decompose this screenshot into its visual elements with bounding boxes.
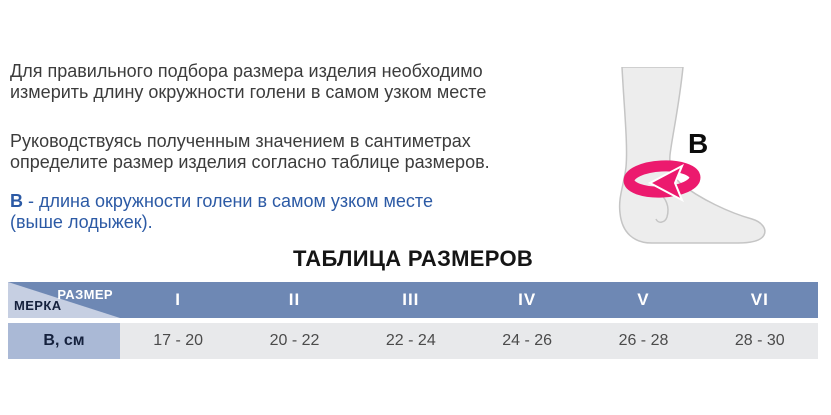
size-table-header-row: РАЗМЕР МЕРКА I II III IV V VI bbox=[8, 282, 818, 318]
measure-band bbox=[623, 160, 701, 198]
ankle-bone-line bbox=[655, 192, 669, 223]
size-column-header: III bbox=[402, 290, 420, 309]
size-table-title: ТАБЛИЦА РАЗМЕРОВ bbox=[292, 246, 534, 271]
size-value-cell: 22 - 24 bbox=[352, 323, 469, 359]
intro-line-1: Для правильного подбора размера изделия … bbox=[10, 61, 483, 81]
row-label-cell: В, см bbox=[8, 323, 120, 359]
measure-note-line-1: - длина окружности голени в самом узком … bbox=[23, 191, 433, 211]
size-column-header: II bbox=[288, 290, 301, 309]
size-column-header: VI bbox=[750, 290, 769, 309]
corner-label-size: РАЗМЕР bbox=[57, 287, 113, 302]
size-value-cell: 26 - 28 bbox=[585, 323, 702, 359]
size-column-header: I bbox=[175, 290, 182, 309]
size-column-header: V bbox=[637, 290, 650, 309]
measure-note-line-2: (выше лодыжек). bbox=[10, 212, 153, 232]
size-column-header: IV bbox=[518, 290, 537, 309]
size-value-cell: 20 - 22 bbox=[236, 323, 353, 359]
measure-note: В - длина окружности голени в самом узко… bbox=[10, 191, 433, 233]
size-table-data-row: В, см 17 - 20 20 - 22 22 - 24 24 - 26 26… bbox=[8, 323, 818, 359]
measure-arrow-icon bbox=[647, 163, 684, 203]
b-label: B bbox=[688, 128, 708, 159]
size-table-corner-cell: РАЗМЕР МЕРКА bbox=[8, 282, 120, 318]
guide-line-1: Руководствуясь полученным значением в са… bbox=[10, 131, 471, 151]
ankle-measurement-diagram: B bbox=[600, 67, 795, 247]
ankle-diagram-svg: B bbox=[618, 67, 766, 244]
measure-letter: В bbox=[10, 191, 23, 211]
size-table: РАЗМЕР МЕРКА I II III IV V VI В, см 17 -… bbox=[8, 282, 818, 359]
size-value-cell: 24 - 26 bbox=[468, 323, 586, 359]
size-value-cell: 28 - 30 bbox=[701, 323, 818, 359]
corner-label-measure: МЕРКА bbox=[14, 298, 62, 313]
guide-line-2: определите размер изделия согласно табли… bbox=[10, 152, 490, 172]
intro-paragraph: Для правильного подбора размера изделия … bbox=[10, 61, 486, 103]
size-value-cell: 17 - 20 bbox=[120, 323, 237, 359]
guide-paragraph: Руководствуясь полученным значением в са… bbox=[10, 131, 490, 173]
intro-line-2: измерить длину окружности голени в самом… bbox=[10, 82, 487, 102]
